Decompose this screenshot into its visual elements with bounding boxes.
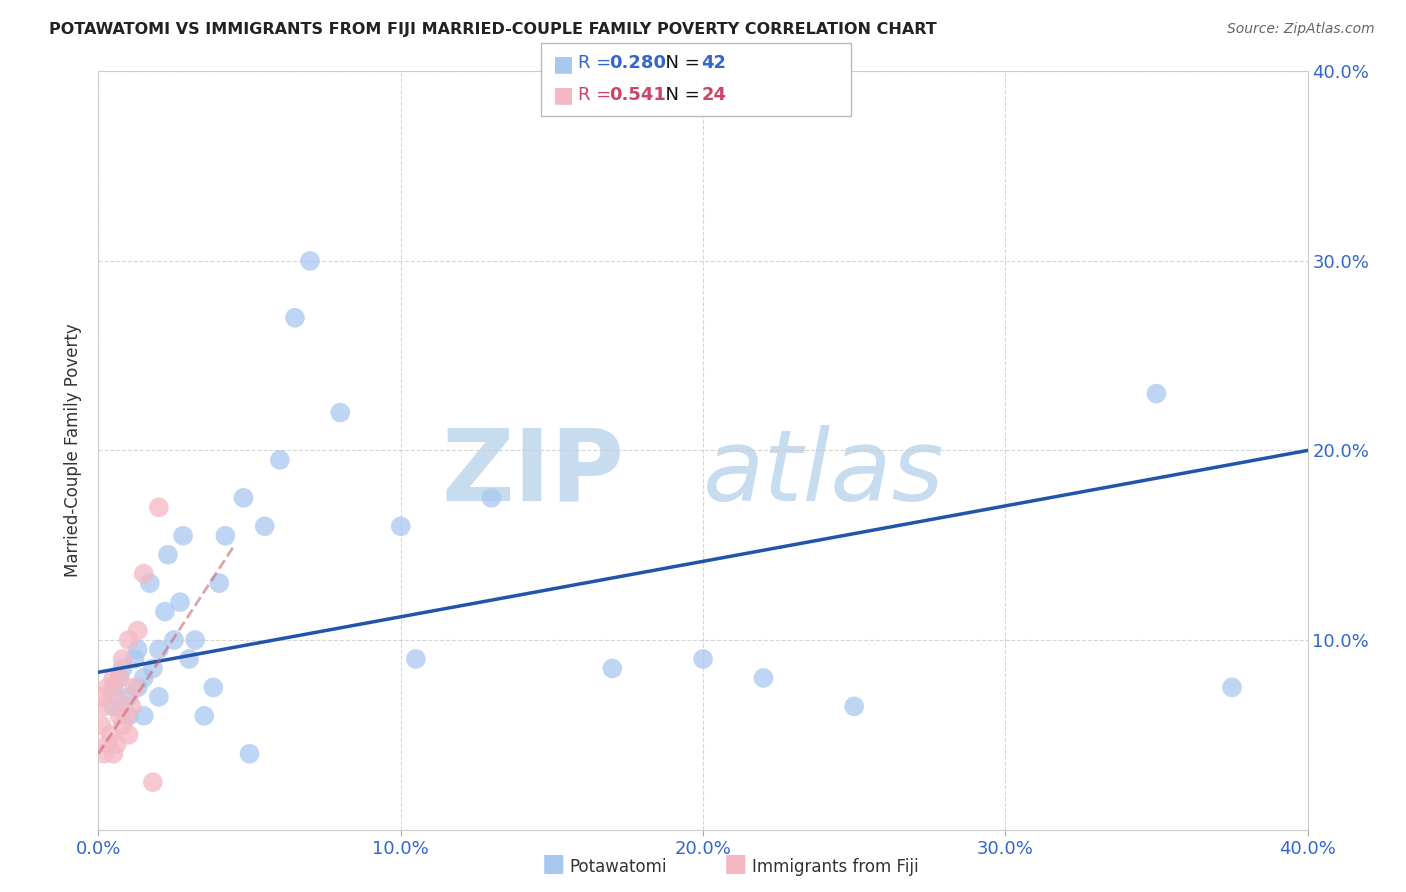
Point	[108, 671, 131, 685]
Point	[118, 690, 141, 704]
Text: N =: N =	[654, 86, 706, 103]
Point	[179, 652, 201, 666]
Point	[111, 718, 134, 732]
Text: 0.541: 0.541	[609, 86, 665, 103]
Text: Immigrants from Fiji: Immigrants from Fiji	[752, 858, 920, 876]
Point	[132, 566, 155, 581]
Point	[844, 699, 866, 714]
Point	[90, 718, 112, 732]
Point	[269, 453, 291, 467]
Point	[114, 708, 136, 723]
Text: R =: R =	[578, 86, 617, 103]
Point	[100, 728, 122, 742]
Point	[214, 529, 236, 543]
Point	[96, 681, 118, 695]
Point	[118, 728, 141, 742]
Text: POTAWATOMI VS IMMIGRANTS FROM FIJI MARRIED-COUPLE FAMILY POVERTY CORRELATION CHA: POTAWATOMI VS IMMIGRANTS FROM FIJI MARRI…	[49, 22, 936, 37]
Text: atlas: atlas	[703, 425, 945, 522]
Point	[142, 775, 165, 789]
Point	[111, 661, 134, 675]
Point	[148, 642, 170, 657]
Point	[132, 671, 155, 685]
Point	[127, 642, 149, 657]
Point	[121, 699, 143, 714]
Y-axis label: Married-Couple Family Poverty: Married-Couple Family Poverty	[65, 324, 83, 577]
Point	[127, 624, 149, 638]
Text: R =: R =	[578, 54, 617, 72]
Point	[253, 519, 276, 533]
Point	[602, 661, 624, 675]
Text: ■: ■	[541, 852, 565, 876]
Text: 24: 24	[702, 86, 727, 103]
Point	[692, 652, 714, 666]
Point	[108, 708, 131, 723]
Point	[93, 699, 115, 714]
Text: ZIP: ZIP	[441, 425, 624, 522]
Point	[752, 671, 775, 685]
Point	[148, 500, 170, 515]
Point	[108, 671, 131, 685]
Point	[153, 605, 176, 619]
Point	[93, 747, 115, 761]
Point	[127, 681, 149, 695]
Text: ■: ■	[553, 54, 574, 74]
Point	[1144, 386, 1167, 401]
Point	[103, 699, 125, 714]
Point	[184, 633, 207, 648]
Point	[118, 708, 141, 723]
Text: ■: ■	[553, 86, 574, 105]
Text: 0.280: 0.280	[609, 54, 666, 72]
Point	[105, 690, 128, 704]
Text: Source: ZipAtlas.com: Source: ZipAtlas.com	[1227, 22, 1375, 37]
Point	[208, 576, 231, 591]
Point	[124, 652, 146, 666]
Point	[193, 708, 215, 723]
Point	[239, 747, 262, 761]
Point	[232, 491, 254, 505]
Point	[103, 747, 125, 761]
Point	[284, 310, 307, 325]
Point	[329, 406, 352, 420]
Point	[111, 652, 134, 666]
Text: N =: N =	[654, 54, 706, 72]
Point	[96, 737, 118, 751]
Point	[103, 681, 125, 695]
Point	[163, 633, 186, 648]
Point	[118, 633, 141, 648]
Point	[156, 548, 179, 562]
Point	[405, 652, 427, 666]
Point	[142, 661, 165, 675]
Text: Potawatomi: Potawatomi	[569, 858, 666, 876]
Point	[148, 690, 170, 704]
Point	[299, 254, 322, 268]
Point	[105, 737, 128, 751]
Point	[202, 681, 225, 695]
Point	[481, 491, 503, 505]
Point	[169, 595, 191, 609]
Text: ■: ■	[724, 852, 748, 876]
Point	[139, 576, 162, 591]
Point	[124, 681, 146, 695]
Point	[90, 690, 112, 704]
Point	[103, 671, 125, 685]
Text: 42: 42	[702, 54, 727, 72]
Point	[132, 708, 155, 723]
Point	[389, 519, 412, 533]
Point	[172, 529, 194, 543]
Point	[1220, 681, 1243, 695]
